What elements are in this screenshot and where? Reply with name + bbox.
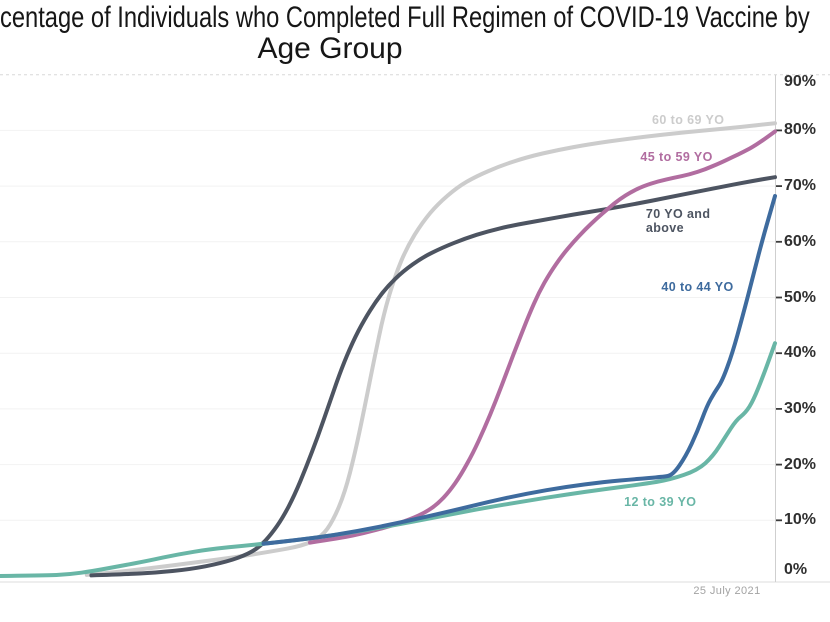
series-line-12-to-39-yo <box>0 341 777 578</box>
y-axis-label-70: 70% <box>784 177 817 195</box>
series-line-60-to-69-yo <box>84 121 777 577</box>
y-axis-label-60: 60% <box>784 232 817 250</box>
series-label-40-to-44-yo: 40 to 44 YO <box>661 280 734 295</box>
y-axis-label-0: 0% <box>784 561 808 578</box>
y-axis-label-10: 10% <box>784 511 817 529</box>
series-label-70-yo-and-above: 70 YO and above <box>645 206 711 235</box>
y-axis-label-40: 40% <box>784 344 817 362</box>
y-axis-label-90: 90% <box>784 72 817 90</box>
series-label-60-to-69-yo: 60 to 69 YO <box>652 113 725 128</box>
series-line-70-yo-and-above <box>89 175 777 578</box>
series-label-45-to-59-yo: 45 to 59 YO <box>640 150 713 165</box>
chart-title-line2: Age Group <box>257 32 403 65</box>
series-line-40-to-44-yo <box>261 194 777 546</box>
x-axis-date-label: 25 July 2021 <box>693 585 761 597</box>
series-label-12-to-39-yo: 12 to 39 YO <box>624 495 697 510</box>
y-axis-label-30: 30% <box>784 399 817 417</box>
series-line-45-to-59-yo <box>308 129 777 545</box>
chart-title-line1: centage of Individuals who Completed Ful… <box>0 1 810 34</box>
y-axis-label-50: 50% <box>784 288 817 306</box>
y-axis-label-20: 20% <box>784 455 817 473</box>
y-axis-label-80: 80% <box>784 121 817 139</box>
